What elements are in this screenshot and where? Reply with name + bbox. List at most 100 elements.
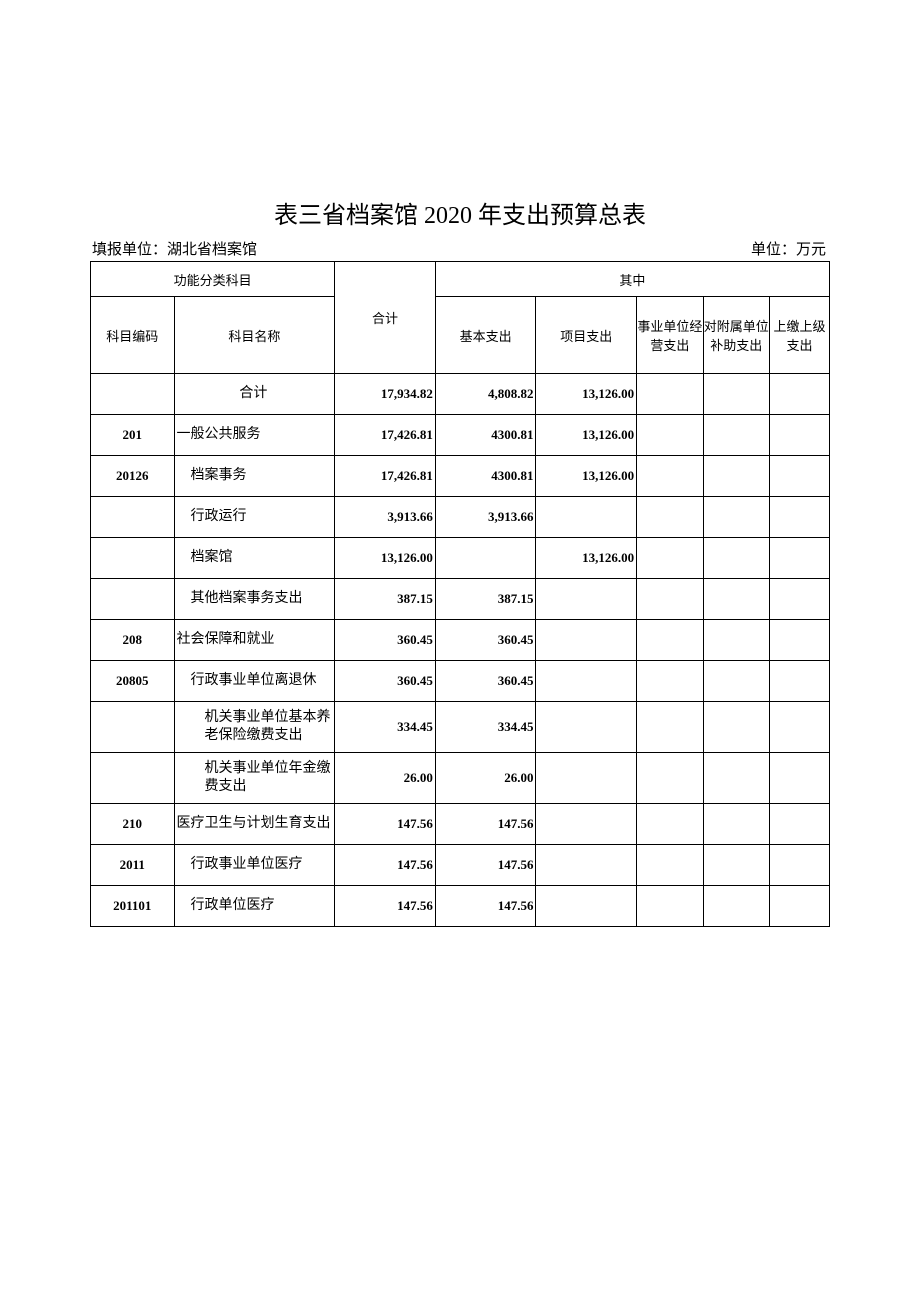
cell-up [769, 620, 829, 661]
cell-subsidy [703, 620, 769, 661]
cell-name: 行政事业单位离退休 [174, 661, 335, 702]
cell-subsidy [703, 804, 769, 845]
cell-up [769, 497, 829, 538]
cell-subsidy [703, 497, 769, 538]
cell-name: 行政单位医疗 [174, 886, 335, 927]
cell-name: 档案事务 [174, 456, 335, 497]
cell-basic: 360.45 [435, 661, 536, 702]
table-row: 机关事业单位年金缴费支出26.0026.00 [91, 753, 830, 804]
cell-up [769, 579, 829, 620]
cell-total: 3,913.66 [335, 497, 436, 538]
table-body: 合计17,934.824,808.8213,126.00201一般公共服务17,… [91, 374, 830, 927]
cell-total: 26.00 [335, 753, 436, 804]
cell-basic [435, 538, 536, 579]
cell-biz [637, 538, 703, 579]
cell-project [536, 620, 637, 661]
header-name: 科目名称 [174, 297, 335, 374]
cell-total: 360.45 [335, 661, 436, 702]
cell-subsidy [703, 753, 769, 804]
cell-code [91, 374, 175, 415]
table-header: 功能分类科目 合计 其中 科目编码 科目名称 基本支出 项目支出 事业单位经营支… [91, 262, 830, 374]
table-row: 201一般公共服务17,426.814300.8113,126.00 [91, 415, 830, 456]
reporter-label: 填报单位：湖北省档案馆 [92, 238, 257, 259]
cell-total: 360.45 [335, 620, 436, 661]
cell-total: 147.56 [335, 845, 436, 886]
cell-subsidy [703, 415, 769, 456]
cell-total: 17,934.82 [335, 374, 436, 415]
cell-subsidy [703, 661, 769, 702]
cell-biz [637, 804, 703, 845]
table-row: 其他档案事务支出387.15387.15 [91, 579, 830, 620]
cell-biz [637, 579, 703, 620]
unit-label: 单位：万元 [751, 238, 826, 259]
table-row: 合计17,934.824,808.8213,126.00 [91, 374, 830, 415]
header-func-category: 功能分类科目 [91, 262, 335, 297]
cell-project [536, 579, 637, 620]
cell-total: 334.45 [335, 702, 436, 753]
cell-code [91, 579, 175, 620]
cell-biz [637, 661, 703, 702]
cell-name: 医疗卫生与计划生育支出 [174, 804, 335, 845]
cell-biz [637, 374, 703, 415]
budget-table: 功能分类科目 合计 其中 科目编码 科目名称 基本支出 项目支出 事业单位经营支… [90, 261, 830, 927]
cell-subsidy [703, 845, 769, 886]
cell-project: 13,126.00 [536, 374, 637, 415]
header-basic: 基本支出 [435, 297, 536, 374]
header-total: 合计 [335, 262, 436, 374]
cell-up [769, 374, 829, 415]
cell-project: 13,126.00 [536, 415, 637, 456]
cell-subsidy [703, 886, 769, 927]
cell-up [769, 886, 829, 927]
cell-code [91, 702, 175, 753]
cell-basic: 387.15 [435, 579, 536, 620]
cell-code [91, 753, 175, 804]
cell-name: 一般公共服务 [174, 415, 335, 456]
cell-subsidy [703, 456, 769, 497]
cell-name: 行政事业单位医疗 [174, 845, 335, 886]
cell-up [769, 538, 829, 579]
header-project: 项目支出 [536, 297, 637, 374]
cell-basic: 360.45 [435, 620, 536, 661]
table-row: 行政运行3,913.663,913.66 [91, 497, 830, 538]
cell-up [769, 804, 829, 845]
cell-basic: 147.56 [435, 804, 536, 845]
cell-up [769, 845, 829, 886]
cell-biz [637, 415, 703, 456]
cell-code: 208 [91, 620, 175, 661]
cell-code: 20126 [91, 456, 175, 497]
cell-code: 20805 [91, 661, 175, 702]
meta-row: 填报单位：湖北省档案馆 单位：万元 [90, 238, 830, 259]
header-up: 上缴上级支出 [769, 297, 829, 374]
cell-biz [637, 845, 703, 886]
cell-project [536, 886, 637, 927]
cell-basic: 4300.81 [435, 456, 536, 497]
cell-total: 387.15 [335, 579, 436, 620]
cell-biz [637, 497, 703, 538]
cell-code: 201 [91, 415, 175, 456]
cell-project [536, 661, 637, 702]
cell-basic: 3,913.66 [435, 497, 536, 538]
cell-project [536, 702, 637, 753]
table-row: 2011行政事业单位医疗147.56147.56 [91, 845, 830, 886]
table-row: 210医疗卫生与计划生育支出147.56147.56 [91, 804, 830, 845]
table-row: 20126档案事务17,426.814300.8113,126.00 [91, 456, 830, 497]
cell-biz [637, 886, 703, 927]
cell-code [91, 538, 175, 579]
table-row: 机关事业单位基本养老保险缴费支出334.45334.45 [91, 702, 830, 753]
cell-basic: 147.56 [435, 845, 536, 886]
cell-up [769, 702, 829, 753]
cell-name: 社会保障和就业 [174, 620, 335, 661]
cell-project: 13,126.00 [536, 538, 637, 579]
cell-project [536, 753, 637, 804]
cell-total: 17,426.81 [335, 415, 436, 456]
document-page: 表三省档案馆 2020 年支出预算总表 填报单位：湖北省档案馆 单位：万元 功能… [0, 0, 920, 927]
cell-subsidy [703, 374, 769, 415]
cell-total: 13,126.00 [335, 538, 436, 579]
cell-subsidy [703, 538, 769, 579]
cell-basic: 4,808.82 [435, 374, 536, 415]
cell-name: 其他档案事务支出 [174, 579, 335, 620]
cell-name: 机关事业单位年金缴费支出 [174, 753, 335, 804]
cell-name: 机关事业单位基本养老保险缴费支出 [174, 702, 335, 753]
cell-up [769, 753, 829, 804]
cell-code: 210 [91, 804, 175, 845]
